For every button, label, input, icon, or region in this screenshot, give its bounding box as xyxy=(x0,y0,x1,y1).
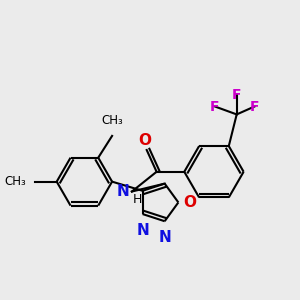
Text: O: O xyxy=(183,195,196,210)
Text: F: F xyxy=(210,100,220,113)
Text: CH₃: CH₃ xyxy=(4,175,26,188)
Text: F: F xyxy=(250,100,259,113)
Text: N: N xyxy=(158,230,171,245)
Text: N: N xyxy=(136,223,149,238)
Text: N: N xyxy=(116,184,129,199)
Text: O: O xyxy=(138,133,151,148)
Text: F: F xyxy=(232,88,242,102)
Text: H: H xyxy=(133,193,142,206)
Text: CH₃: CH₃ xyxy=(101,114,123,127)
